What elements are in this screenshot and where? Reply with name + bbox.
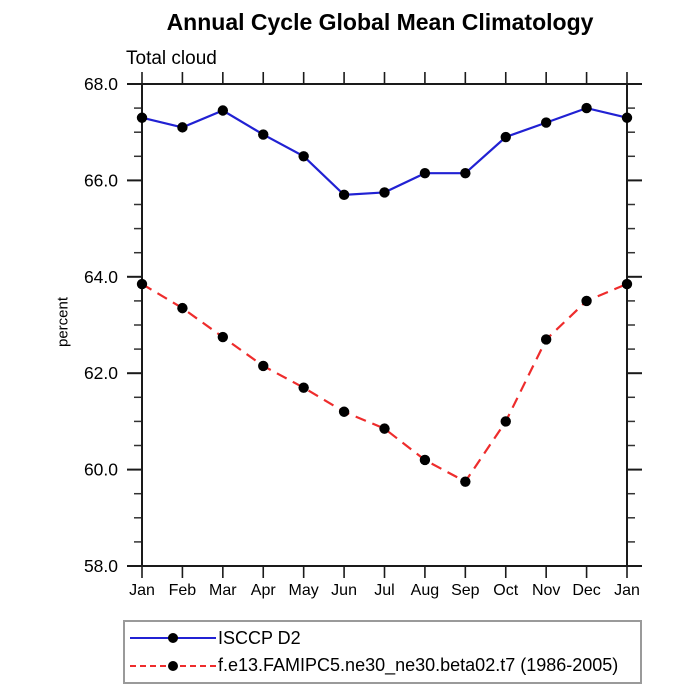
- marker-dot-icon: [168, 633, 178, 644]
- x-tick-label: Jul: [374, 582, 394, 599]
- x-tick-label: Jan: [614, 582, 640, 599]
- data-point-marker: [338, 406, 350, 417]
- y-tick-label: 68.0: [84, 74, 118, 94]
- chart-title: Annual Cycle Global Mean Climatology: [166, 9, 594, 35]
- legend-label: ISCCP D2: [218, 627, 301, 648]
- data-point-marker: [177, 302, 188, 314]
- series-line-1: [141, 282, 628, 484]
- y-tick-label: 58.0: [84, 556, 118, 576]
- data-point-marker: [338, 189, 350, 201]
- data-point-marker: [621, 278, 633, 290]
- data-point-marker: [258, 360, 269, 372]
- x-tick-label: Apr: [251, 582, 277, 599]
- data-point-marker: [298, 151, 309, 162]
- data-point-marker: [621, 112, 633, 123]
- y-tick-label: 64.0: [84, 267, 118, 287]
- x-tick-label: Dec: [572, 582, 600, 599]
- marker-dot-icon: [168, 660, 178, 671]
- x-tick-label: Sep: [451, 582, 480, 599]
- data-point-marker: [500, 416, 511, 427]
- data-point-marker: [581, 102, 592, 114]
- y-tick-label: 66.0: [84, 170, 118, 190]
- y-tick-label: 62.0: [84, 363, 118, 383]
- data-point-marker: [177, 122, 188, 133]
- data-point-marker: [500, 131, 511, 143]
- data-point-marker: [258, 129, 269, 140]
- data-point-marker: [460, 167, 471, 179]
- x-tick-label: Oct: [493, 582, 518, 599]
- legend-entry-isccp: ISCCP D2: [130, 627, 640, 649]
- x-tick-label: Jun: [331, 582, 357, 599]
- data-point-marker: [298, 382, 309, 393]
- legend-line-swatch: [130, 632, 216, 644]
- legend-label: f.e13.FAMIPC5.ne30_ne30.beta02.t7 (1986-…: [218, 655, 619, 676]
- x-tick-label: Jan: [129, 582, 155, 599]
- legend-entry-model: f.e13.FAMIPC5.ne30_ne30.beta02.t7 (1986-…: [130, 655, 640, 677]
- x-tick-label: Aug: [411, 582, 439, 599]
- data-point-marker: [460, 476, 471, 487]
- data-point-marker: [540, 117, 552, 128]
- data-point-marker: [136, 112, 148, 123]
- data-point-marker: [379, 187, 390, 198]
- data-point-marker: [419, 454, 431, 466]
- data-point-marker: [217, 331, 229, 343]
- data-point-marker: [419, 167, 431, 179]
- y-tick-label: 60.0: [84, 460, 118, 480]
- data-point-marker: [379, 423, 390, 434]
- x-tick-label: Feb: [169, 582, 197, 599]
- x-tick-label: May: [289, 582, 319, 599]
- series-line-0: [141, 106, 628, 197]
- data-point-marker: [217, 105, 229, 116]
- data-point-marker: [136, 278, 148, 290]
- legend-line-swatch: [130, 660, 216, 672]
- x-tick-label: Mar: [209, 582, 237, 599]
- chart-subtitle: Total cloud: [126, 48, 217, 69]
- x-tick-label: Nov: [532, 582, 560, 599]
- legend: ISCCP D2 f.e13.FAMIPC5.ne30_ne30.beta02.…: [123, 620, 642, 684]
- data-point-marker: [540, 334, 552, 345]
- data-point-marker: [581, 295, 592, 307]
